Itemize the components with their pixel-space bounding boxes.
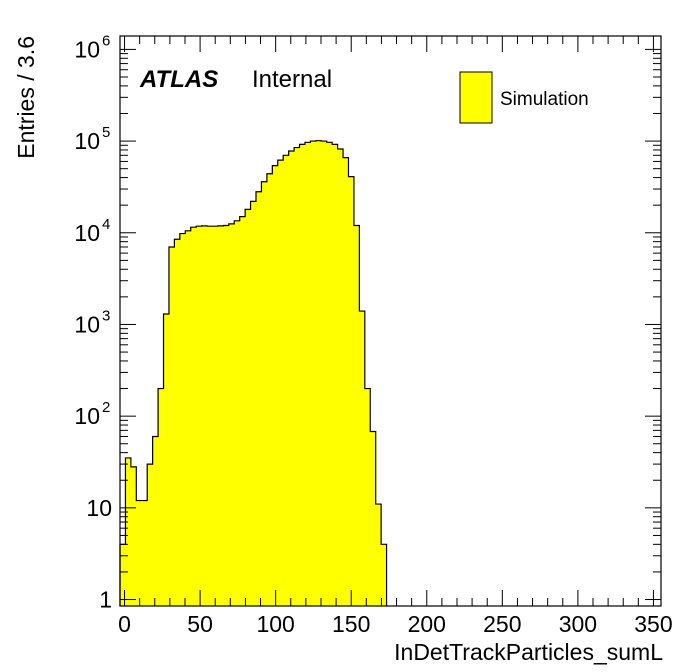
histogram-bar	[359, 311, 366, 606]
histogram-bar	[321, 141, 328, 607]
histogram-bar	[136, 500, 143, 606]
y-tick-exponent: 6	[102, 32, 110, 49]
histogram-bar	[217, 225, 224, 606]
histogram-bar	[147, 464, 154, 606]
histogram-bar	[185, 230, 192, 606]
histogram-bar	[277, 160, 284, 607]
histogram-bar	[348, 176, 355, 606]
histogram-bar	[234, 220, 241, 606]
legend-swatch	[459, 71, 493, 124]
x-tick-label: 0	[118, 611, 131, 637]
histogram-bar	[163, 314, 170, 606]
y-tick-label: 10	[74, 128, 100, 154]
y-tick-label: 10	[74, 311, 100, 337]
legend-label: Simulation	[500, 89, 589, 110]
histogram-bar	[228, 223, 235, 607]
plot-frame	[119, 35, 662, 607]
histogram-bar	[207, 226, 213, 606]
histogram-bar	[326, 142, 333, 606]
histogram-bar	[250, 201, 257, 606]
histogram-bar	[179, 233, 186, 606]
histogram-bar	[174, 239, 181, 607]
histogram-bar	[343, 157, 349, 606]
y-axis-label: Entries / 3.6	[13, 36, 39, 159]
x-axis-ticks: 0 50 100 150 200 250 300 350	[118, 36, 673, 637]
histogram-bar	[310, 141, 317, 607]
y-tick-exponent: 5	[102, 124, 110, 141]
x-tick-label: 100	[256, 611, 294, 637]
x-tick-label: 200	[408, 611, 446, 637]
histogram-bar	[283, 155, 290, 606]
histogram-bar	[332, 144, 339, 606]
histogram-outline	[119, 140, 388, 606]
histogram-bar	[130, 466, 137, 606]
histogram-bar	[315, 140, 322, 606]
histogram-bar	[375, 504, 382, 606]
histogram-bar	[337, 148, 344, 606]
x-tick-label: 300	[559, 611, 597, 637]
histogram-bar	[190, 227, 197, 606]
histogram-bar	[272, 165, 279, 607]
y-tick-label: 10	[86, 495, 112, 521]
x-tick-label: 350	[634, 611, 672, 637]
histogram-bar	[223, 225, 230, 606]
histogram-bar	[266, 173, 273, 606]
atlas-label: ATLAS	[139, 66, 218, 93]
y-tick-label: 1	[99, 587, 112, 613]
histogram-bar	[353, 225, 360, 606]
histogram-bars	[120, 140, 387, 607]
y-tick-label: 10	[74, 220, 100, 246]
histogram-bar	[245, 209, 251, 606]
x-tick-label: 150	[332, 611, 370, 637]
legend: Simulation	[459, 71, 589, 124]
histogram-bar	[364, 388, 371, 606]
x-axis-label: InDetTrackParticles_sumL	[394, 639, 663, 665]
histogram-bar	[256, 191, 262, 606]
y-tick-exponent: 3	[102, 307, 110, 324]
histogram-bar	[304, 142, 311, 606]
histogram-bar	[299, 144, 306, 606]
histogram-bar	[168, 246, 175, 606]
y-tick-label: 10	[74, 36, 100, 62]
histogram-bar	[201, 225, 208, 606]
histogram-bar	[288, 150, 295, 607]
y-tick-exponent: 4	[102, 216, 110, 233]
y-tick-label: 10	[74, 403, 100, 429]
y-tick-exponent: 2	[102, 399, 110, 416]
histogram-bar	[196, 226, 203, 606]
histogram-bar	[381, 544, 387, 606]
x-tick-label: 50	[187, 611, 213, 637]
x-tick-label: 250	[483, 611, 521, 637]
histogram-bar	[125, 457, 132, 606]
histogram-bar	[239, 216, 246, 606]
histogram-bar	[158, 388, 164, 606]
histogram-bar	[120, 544, 126, 606]
histogram-bar	[370, 431, 377, 606]
atlas-internal-label: Internal	[252, 66, 332, 93]
histogram-bar	[294, 147, 300, 606]
histogram-bar	[152, 436, 159, 606]
histogram-bar	[141, 500, 148, 606]
histogram-bar	[261, 181, 268, 606]
histogram-bar	[212, 226, 219, 606]
